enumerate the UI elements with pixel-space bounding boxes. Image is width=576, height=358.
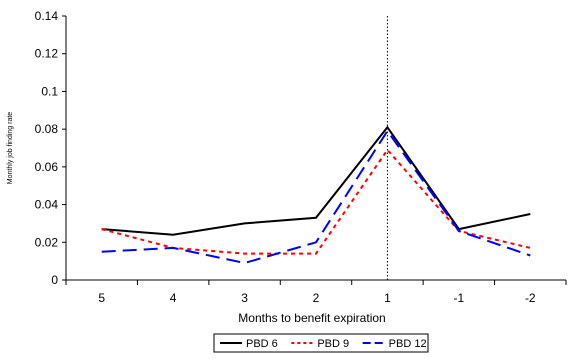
y-tick-label: 0 [51,273,58,287]
y-tick-label: 0.14 [35,9,59,23]
x-tick-label: 4 [170,291,177,305]
x-tick-label: 3 [241,291,248,305]
y-axis: 0 0.02 0.04 0.06 0.08 0.1 0.12 0.14 [35,9,67,287]
x-tick-label: -2 [525,291,536,305]
legend-box [213,333,429,353]
x-tick-label: 5 [98,291,105,305]
x-tick-label: 2 [313,291,320,305]
legend: PBD 6 PBD 9 PBD 12 [213,333,429,353]
legend-label: PBD 6 [246,338,278,350]
y-tick-label: 0.02 [35,235,59,249]
series-line-pbd-6 [101,125,531,236]
x-axis: 5 4 3 2 1 -1 -2 [65,279,567,305]
y-tick-label: 0.1 [41,84,58,98]
y-tick-label: 0.06 [35,160,59,174]
legend-label: PBD 12 [389,338,427,350]
y-axis-title: Monthly job finding rate [7,112,14,184]
series-line-pbd-12 [101,129,531,265]
series-line-pbd-9 [101,148,531,255]
x-tick-label: 1 [384,291,391,305]
x-tick-label: -1 [454,291,465,305]
legend-label: PBD 9 [317,338,349,350]
y-tick-label: 0.12 [35,47,59,61]
series-layer [101,125,531,265]
y-tick-label: 0.04 [35,198,59,212]
y-tick-label: 0.08 [35,122,59,136]
x-axis-title: Months to benefit expiration [238,311,385,325]
